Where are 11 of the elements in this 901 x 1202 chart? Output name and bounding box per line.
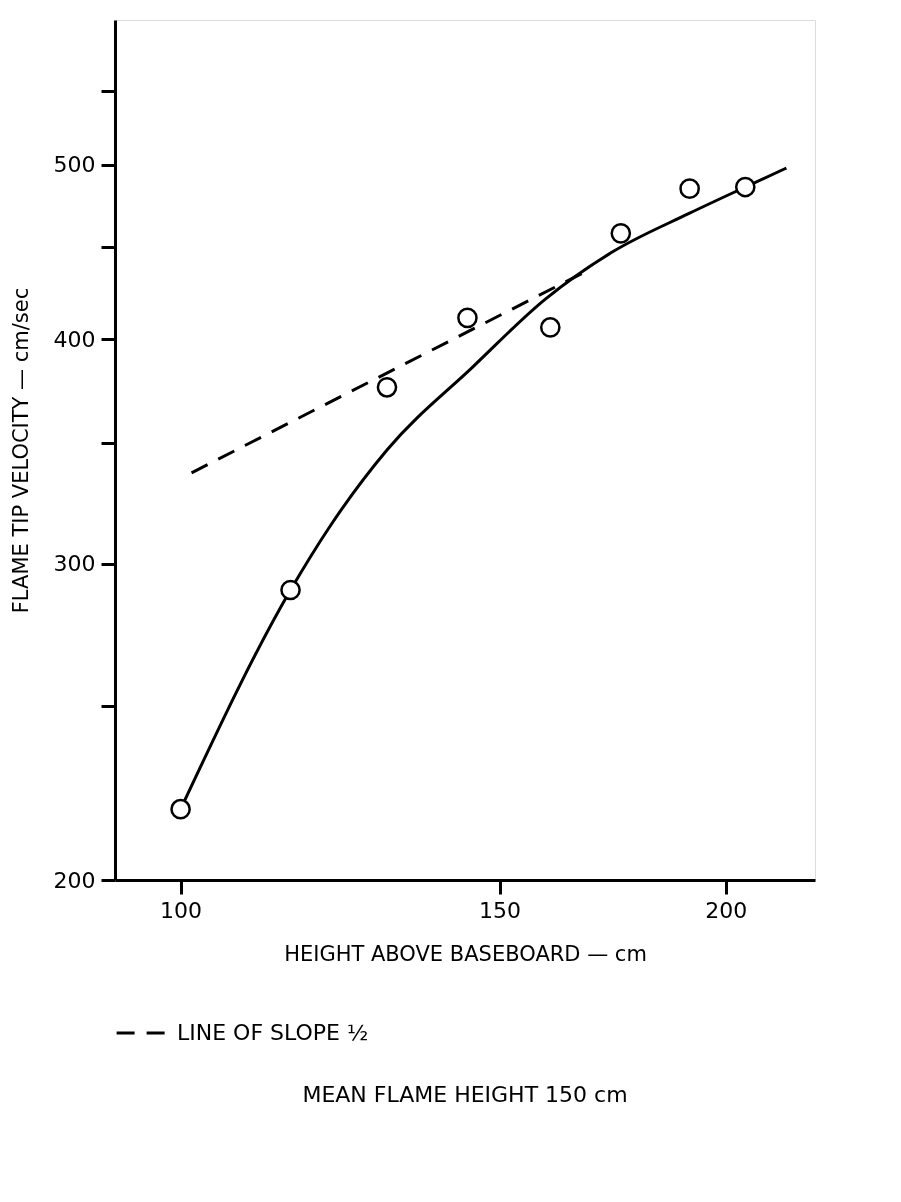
y-axis-title: FLAME TIP VELOCITY — cm/sec (8, 287, 33, 614)
y-tick-label: 500 (53, 152, 96, 178)
y-tick-label: 300 (53, 551, 96, 577)
text: MEAN FLAME HEIGHT 150 cm (302, 1082, 628, 1107)
legend-label: LINE OF SLOPE ½ (177, 1020, 369, 1045)
x-axis-title: HEIGHT ABOVE BASEBOARD — cm (284, 941, 647, 966)
x-tick-label: 200 (705, 897, 748, 923)
y-tick-label: 400 (53, 326, 96, 352)
y-tick-label: 200 (53, 867, 96, 893)
x-tick-label: 150 (479, 897, 522, 923)
x-tick-label: 100 (160, 897, 203, 923)
